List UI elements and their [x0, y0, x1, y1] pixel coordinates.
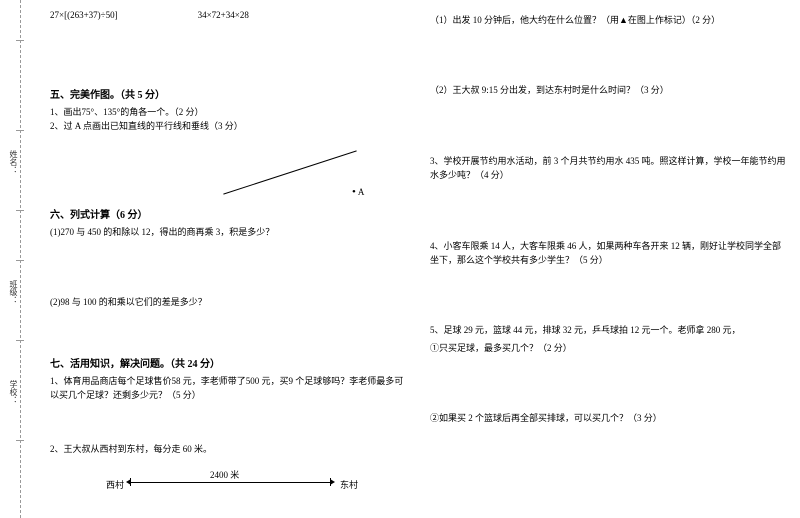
q7-sub1: （1）出发 10 分钟后，他大约在什么位置？（用▲在图上作标记）（2 分）	[430, 13, 786, 27]
road-diagram: 2400 米 西村 东村	[50, 460, 406, 494]
calc-expr-2: 34×72+34×28	[198, 10, 249, 20]
margin-label-school: 学校：	[8, 380, 19, 404]
sec5-q2: 2、过 A 点画出已知直线的平行线和垂线（3 分）	[50, 121, 243, 131]
q5: 5、足球 29 元，篮球 44 元，排球 32 元，乒乓球拍 12 元一个。老师…	[430, 323, 786, 337]
q4: 4、小客车限乘 14 人，大客车限乘 46 人，如果两种车各开来 12 辆，刚好…	[430, 239, 786, 268]
sec6-q2: (2)98 与 100 的和乘以它们的差是多少？	[50, 295, 406, 309]
arrow-right-icon	[330, 479, 335, 485]
road-left-label: 西村	[106, 478, 124, 491]
geometry-diagram: A	[50, 138, 406, 198]
left-column: 27×[(263+37)÷50] 34×72+34×28 五、完美作图。（共 5…	[40, 0, 420, 518]
margin-tick	[16, 440, 24, 441]
q7-sub2: （2）王大叔 9:15 分出发，到达东村时是什么时间？（3 分）	[430, 83, 786, 97]
known-line	[223, 150, 356, 194]
point-a: A	[352, 186, 364, 198]
sec5-row: 1、画出75°、135°的角各一个。（2 分） 2、过 A 点画出已知直线的平行…	[50, 105, 406, 134]
q5b: ②如果买 2 个篮球后再全部买排球，可以买几个？（3 分）	[430, 411, 786, 425]
section-5-title: 五、完美作图。（共 5 分）	[50, 86, 406, 101]
sec6-q1: (1)270 与 450 的和除以 12，得出的商再乘 3，积是多少？	[50, 225, 406, 239]
sec7-q2: 2、王大叔从西村到东村，每分走 60 米。	[50, 442, 406, 456]
calc-row: 27×[(263+37)÷50] 34×72+34×28	[50, 10, 406, 20]
road-distance: 2400 米	[210, 468, 239, 481]
margin-tick	[16, 40, 24, 41]
sec5-q1: 1、画出75°、135°的角各一个。（2 分）	[50, 107, 203, 117]
section-6-title: 六、列式计算（6 分）	[50, 206, 406, 221]
q5a: ①只买足球，最多买几个？（2 分）	[430, 341, 786, 355]
q3: 3、学校开展节约用水活动，前 3 个月共节约用水 435 吨。照这样计算，学校一…	[430, 154, 786, 183]
margin-tick	[16, 260, 24, 261]
margin-tick	[16, 340, 24, 341]
margin-label-name: 姓名：	[8, 150, 19, 174]
calc-expr-1: 27×[(263+37)÷50]	[50, 10, 118, 20]
road-right-label: 东村	[340, 478, 358, 491]
road-line	[130, 482, 330, 483]
margin-tick	[16, 210, 24, 211]
section-7-title: 七、活用知识，解决问题。（共 24 分）	[50, 355, 406, 370]
margin-tick	[16, 130, 24, 131]
sec7-q1: 1、体育用品商店每个足球售价58 元，李老师带了500 元，买9 个足球够吗？李…	[50, 374, 406, 403]
margin-label-class: 班级：	[8, 280, 19, 304]
right-column: （1）出发 10 分钟后，他大约在什么位置？（用▲在图上作标记）（2 分） （2…	[420, 0, 800, 518]
binding-margin: 姓名： 班级： 学校：	[0, 0, 40, 518]
